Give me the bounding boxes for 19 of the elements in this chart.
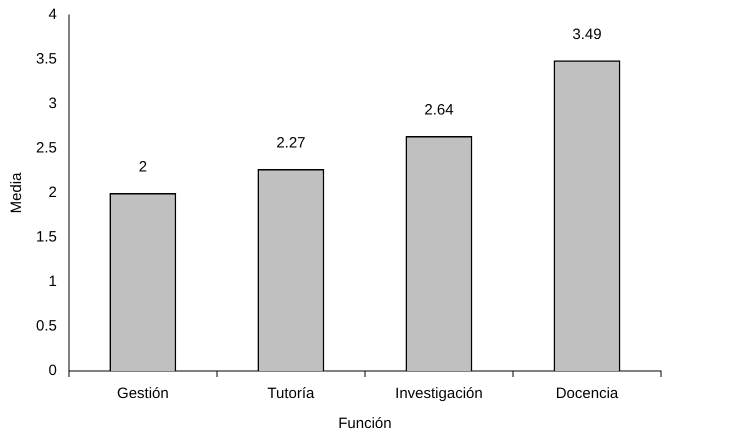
- y-tick-label: 0: [48, 362, 57, 380]
- y-axis-title: Media: [8, 172, 26, 214]
- y-tick-label: 4: [48, 6, 57, 24]
- data-label: 2: [138, 158, 148, 176]
- x-axis-title: Función: [338, 415, 392, 432]
- y-tick-label: 3.5: [36, 50, 57, 68]
- y-tick-label: 1.5: [36, 228, 57, 246]
- x-tick-label: Tutoría: [267, 385, 316, 402]
- y-tick-label: 1: [48, 273, 57, 290]
- y-tick-label: 2.5: [36, 140, 57, 157]
- y-tick-label: 3: [48, 95, 57, 112]
- y-tick-label: 0.5: [36, 318, 57, 335]
- data-label: 2.27: [276, 134, 306, 152]
- data-label: 3.49: [572, 26, 602, 44]
- x-tick-label: Gestión: [117, 385, 169, 402]
- x-tick-label: Investigación: [395, 385, 483, 402]
- data-label: 2.64: [424, 102, 454, 119]
- x-tick-label: Docencia: [556, 385, 619, 402]
- y-tick-label: 2: [48, 184, 57, 202]
